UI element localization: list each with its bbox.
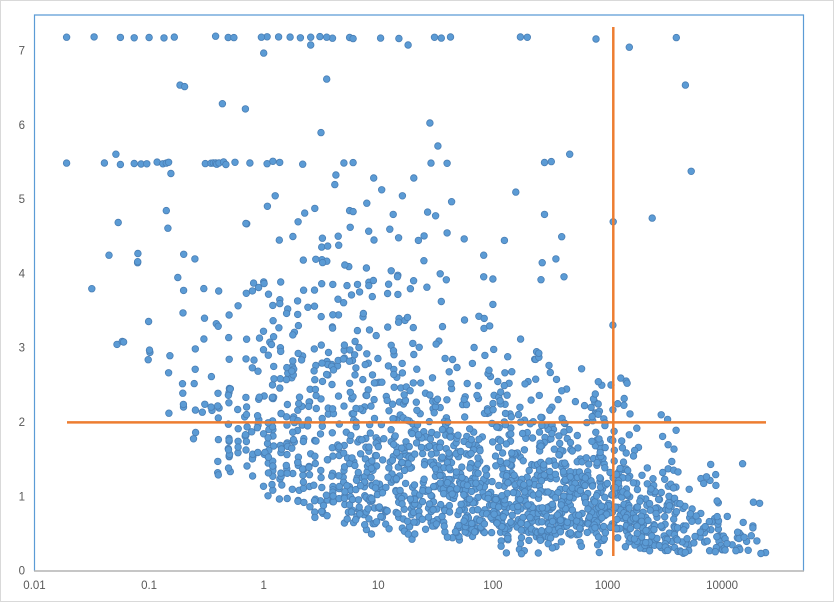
svg-text:100: 100: [483, 580, 502, 592]
svg-text:0.1: 0.1: [141, 580, 157, 592]
svg-text:2: 2: [19, 417, 25, 429]
svg-text:0.01: 0.01: [23, 580, 45, 592]
svg-text:1: 1: [19, 491, 25, 503]
svg-text:10000: 10000: [706, 580, 738, 592]
svg-text:6: 6: [19, 120, 25, 132]
svg-text:1000: 1000: [595, 580, 621, 592]
svg-text:1: 1: [260, 580, 266, 592]
svg-text:10: 10: [372, 580, 385, 592]
svg-text:3: 3: [19, 343, 25, 355]
svg-text:0: 0: [19, 566, 25, 578]
svg-text:5: 5: [19, 194, 25, 206]
svg-text:4: 4: [19, 268, 26, 280]
svg-text:7: 7: [19, 46, 25, 58]
